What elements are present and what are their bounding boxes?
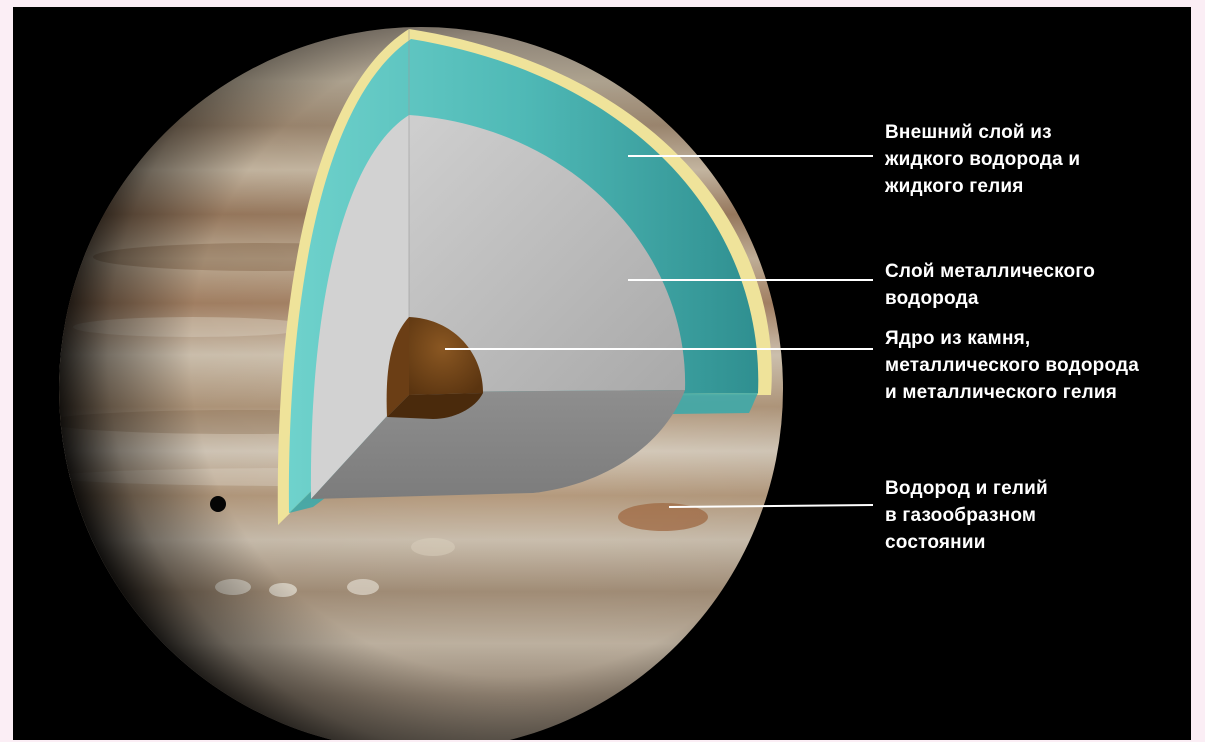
- metallic-layer-left: [310, 115, 409, 499]
- moon-shadow-spot: [210, 496, 226, 512]
- label-outer-layer: Внешний слой из жидкого водорода и жидко…: [885, 122, 1081, 197]
- core-back: [409, 317, 483, 395]
- label-core: Ядро из камня, металлического водорода и…: [885, 328, 1140, 403]
- label-metallic-layer: Слой металлического водорода: [885, 261, 1096, 309]
- core-floor: [387, 393, 483, 419]
- leader-line-gas: [668, 504, 874, 508]
- jupiter-cutaway-illustration: [59, 27, 874, 740]
- label-gas-layer: Водород и гелий в газообразном состоянии: [885, 478, 1048, 553]
- core-left: [386, 317, 409, 417]
- diagram-stage: Внешний слой из жидкого водорода и жидко…: [13, 7, 1191, 740]
- metallic-layer-back: [409, 115, 686, 392]
